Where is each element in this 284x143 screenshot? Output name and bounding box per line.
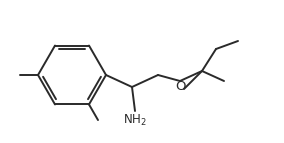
- Text: O: O: [175, 80, 185, 93]
- Text: NH$_2$: NH$_2$: [123, 113, 147, 128]
